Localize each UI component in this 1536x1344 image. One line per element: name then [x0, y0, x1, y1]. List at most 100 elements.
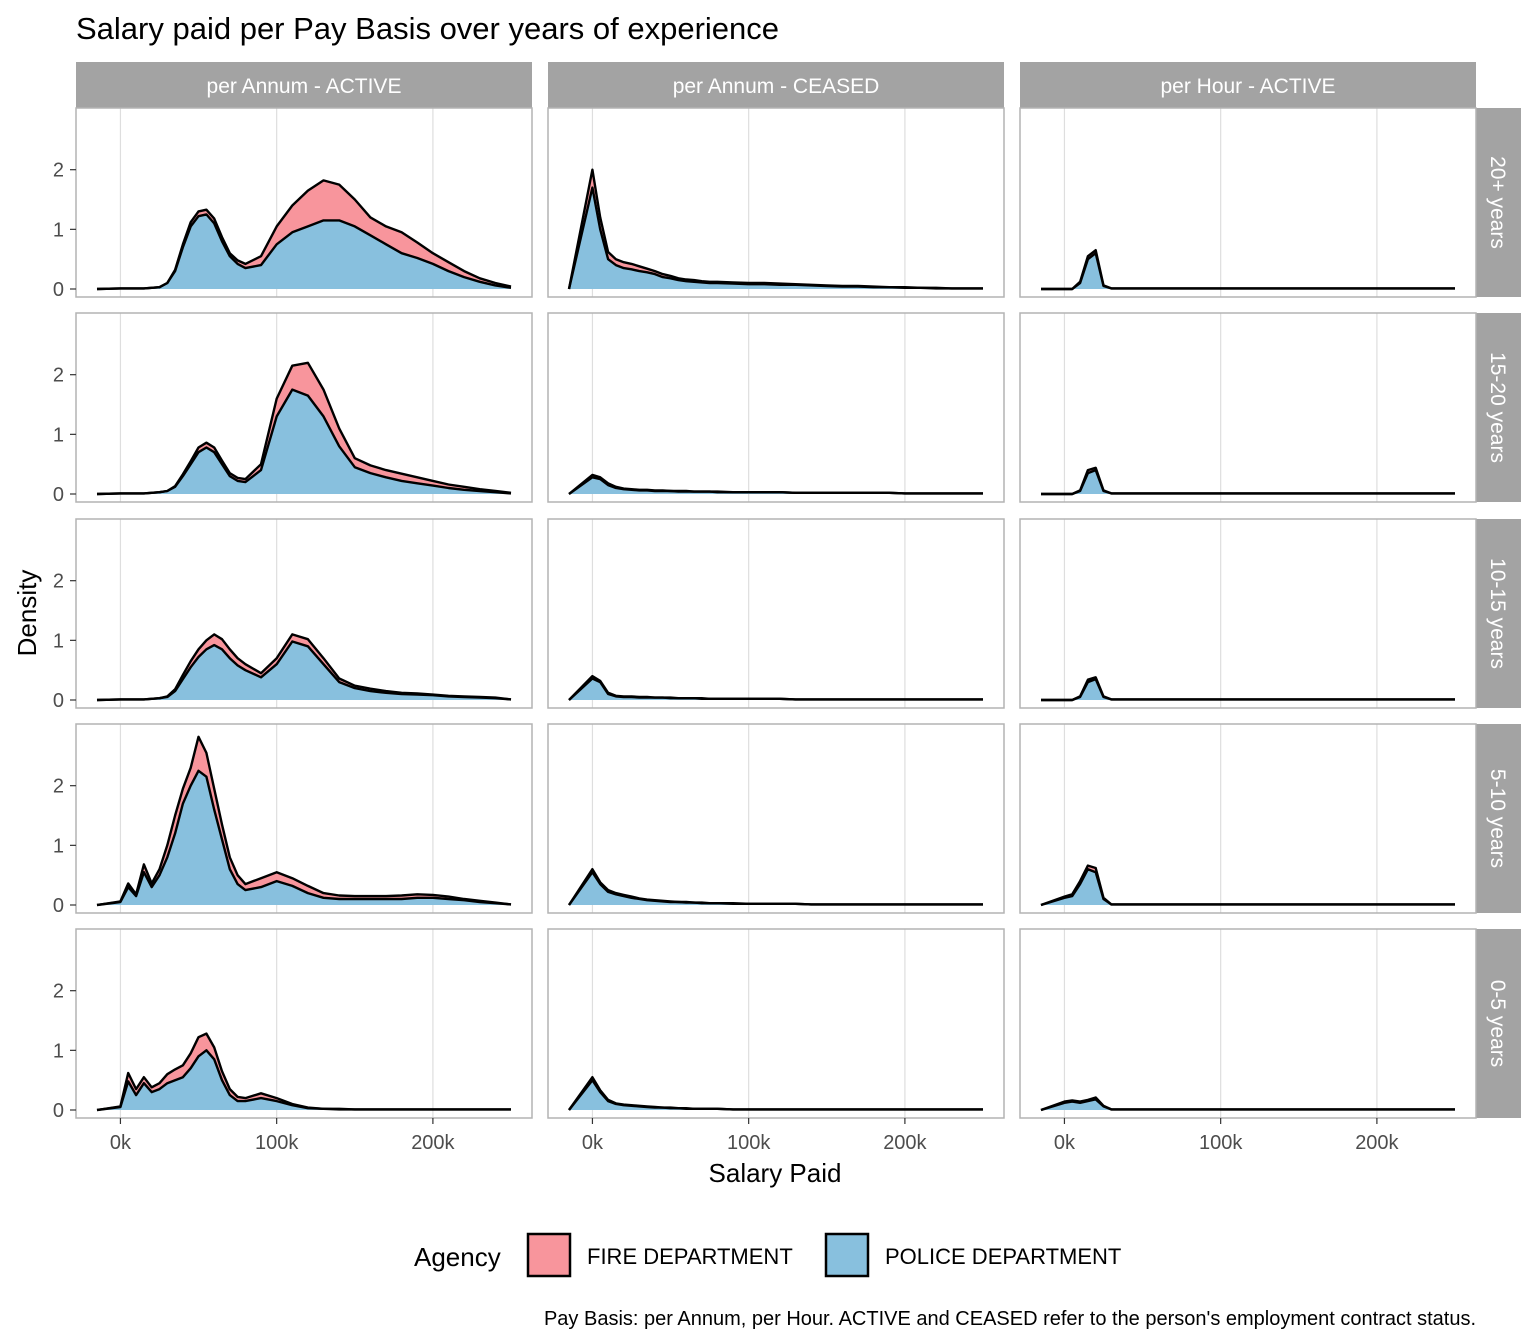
police-density-line-r2c0	[96, 640, 512, 702]
legend: Agency FIRE DEPARTMENT POLICE DEPARTMENT	[414, 1232, 1121, 1278]
row-strip-label-2: 10-15 years	[1486, 558, 1509, 669]
police-density-line-r3c2	[1040, 868, 1455, 907]
legend-swatch-fire	[526, 1232, 572, 1278]
panel-background-r3c1	[548, 724, 1004, 913]
row-strip-3	[1475, 724, 1521, 913]
panel-border-r1c1	[547, 312, 1005, 503]
police-density-line-r4c1	[568, 1079, 983, 1111]
panel-border-r4c0	[75, 928, 533, 1119]
panel-border-r2c1	[547, 518, 1005, 709]
police-density-line-r2c2	[1041, 677, 1455, 702]
panel-background-r4c2	[1020, 929, 1476, 1118]
police-density-line-r1c0	[96, 388, 512, 496]
legend-label-police: POLICE DEPARTMENT	[885, 1244, 1121, 1269]
column-strip-1	[548, 62, 1004, 108]
police-density-area-r4c1	[569, 1080, 983, 1110]
panel-background-r2c1	[548, 519, 1004, 708]
y-tick-label-r2-0: 0	[53, 690, 64, 712]
x-tick-label-c0-1: 100k	[255, 1132, 299, 1154]
panel-border-r3c0	[75, 723, 533, 914]
y-tick-label-r4-2: 2	[53, 981, 64, 1003]
chart-title: Salary paid per Pay Basis over years of …	[76, 11, 779, 46]
panel-border-r2c0	[75, 518, 533, 709]
x-tick-label-c0-2: 200k	[411, 1132, 455, 1154]
panel-border-r0c2	[1019, 107, 1477, 298]
row-strip-1	[1475, 313, 1521, 502]
legend-label-fire: FIRE DEPARTMENT	[587, 1244, 793, 1269]
panel-background-r4c1	[548, 929, 1004, 1118]
y-tick-label-r1-0: 0	[53, 484, 64, 506]
y-tick-label-r3-0: 0	[53, 895, 64, 917]
x-tick-label-c2-1: 100k	[1199, 1132, 1243, 1154]
police-density-area-r2c1	[569, 678, 983, 700]
y-tick-label-r0-0: 0	[53, 279, 64, 301]
panel-border-r1c0	[75, 312, 533, 503]
police-density-line-r1c1	[568, 476, 983, 495]
chart-caption: Pay Basis: per Annum, per Hour. ACTIVE a…	[544, 1308, 1476, 1330]
x-tick-label-c1-2: 200k	[883, 1132, 927, 1154]
y-tick-label-r0-2: 2	[53, 160, 64, 182]
x-tick-label-c1-0: 0k	[582, 1132, 604, 1154]
police-density-line-r0c1	[567, 186, 983, 290]
row-strip-0	[1475, 108, 1521, 297]
panel-background-r1c1	[548, 313, 1004, 502]
column-strip-0	[76, 62, 532, 108]
column-strip-2	[1020, 62, 1476, 108]
column-strip-label-2: per Hour - ACTIVE	[1160, 75, 1335, 98]
police-density-area-r1c2	[1041, 470, 1455, 494]
police-density-area-r3c1	[569, 872, 983, 905]
y-tick-label-r4-1: 1	[53, 1040, 64, 1062]
fire-density-line-r3c0	[96, 735, 512, 907]
police-density-area-r2c2	[1041, 679, 1455, 700]
y-tick-label-r1-2: 2	[53, 365, 64, 387]
police-density-area-r0c0	[97, 214, 511, 289]
row-strip-label-0: 20+ years	[1486, 156, 1509, 249]
y-tick-label-r0-1: 1	[53, 219, 64, 241]
police-density-area-r3c0	[97, 770, 511, 905]
y-axis-label: Density	[12, 570, 42, 657]
panel-border-r2c2	[1019, 518, 1477, 709]
police-density-area-r0c1	[569, 187, 983, 289]
panel-border-r4c1	[547, 928, 1005, 1119]
police-density-line-r4c0	[96, 1049, 511, 1112]
column-strip-label-1: per Annum - CEASED	[673, 75, 880, 98]
y-tick-label-r3-1: 1	[53, 835, 64, 857]
panels-layer: per Annum - ACTIVE per Annum - CEASED per …	[53, 62, 1521, 1154]
panel-border-r3c2	[1019, 723, 1477, 914]
panel-border-r1c2	[1019, 312, 1477, 503]
x-tick-label-c2-0: 0k	[1054, 1132, 1076, 1154]
row-strip-label-3: 5-10 years	[1486, 769, 1509, 868]
panel-border-r3c1	[547, 723, 1005, 914]
legend-swatch-police	[824, 1232, 870, 1278]
y-tick-label-r2-1: 1	[53, 630, 64, 652]
x-axis-label: Salary Paid	[709, 1158, 842, 1188]
y-tick-label-r4-0: 0	[53, 1100, 64, 1122]
row-strip-label-4: 0-5 years	[1486, 980, 1509, 1068]
y-tick-label-r2-2: 2	[53, 571, 64, 593]
x-tick-label-c0-0: 0k	[110, 1132, 132, 1154]
row-strip-label-1: 15-20 years	[1486, 352, 1509, 463]
police-density-area-r1c0	[97, 389, 511, 494]
police-density-line-r3c1	[568, 871, 983, 906]
police-density-line-r2c1	[568, 677, 983, 701]
police-density-area-r1c1	[569, 477, 983, 494]
x-tick-label-c1-1: 100k	[727, 1132, 771, 1154]
panel-border-r0c1	[547, 107, 1005, 298]
row-strip-2	[1475, 519, 1521, 708]
police-density-line-r3c0	[96, 769, 512, 907]
panel-border-r4c2	[1019, 928, 1477, 1119]
police-density-line-r0c0	[96, 213, 512, 291]
column-strip-label-0: per Annum - ACTIVE	[207, 75, 402, 98]
police-density-line-r4c2	[1040, 1098, 1455, 1112]
y-tick-label-r1-1: 1	[53, 424, 64, 446]
police-density-area-r4c2	[1041, 1099, 1455, 1110]
panel-border-r0c0	[75, 107, 533, 298]
police-density-area-r4c0	[97, 1050, 511, 1110]
police-density-area-r0c2	[1041, 253, 1455, 289]
row-strip-4	[1475, 929, 1521, 1118]
police-density-line-r1c2	[1041, 468, 1455, 496]
legend-title: Agency	[414, 1242, 501, 1272]
police-density-line-r0c2	[1041, 252, 1455, 291]
police-density-area-r3c2	[1041, 869, 1455, 905]
